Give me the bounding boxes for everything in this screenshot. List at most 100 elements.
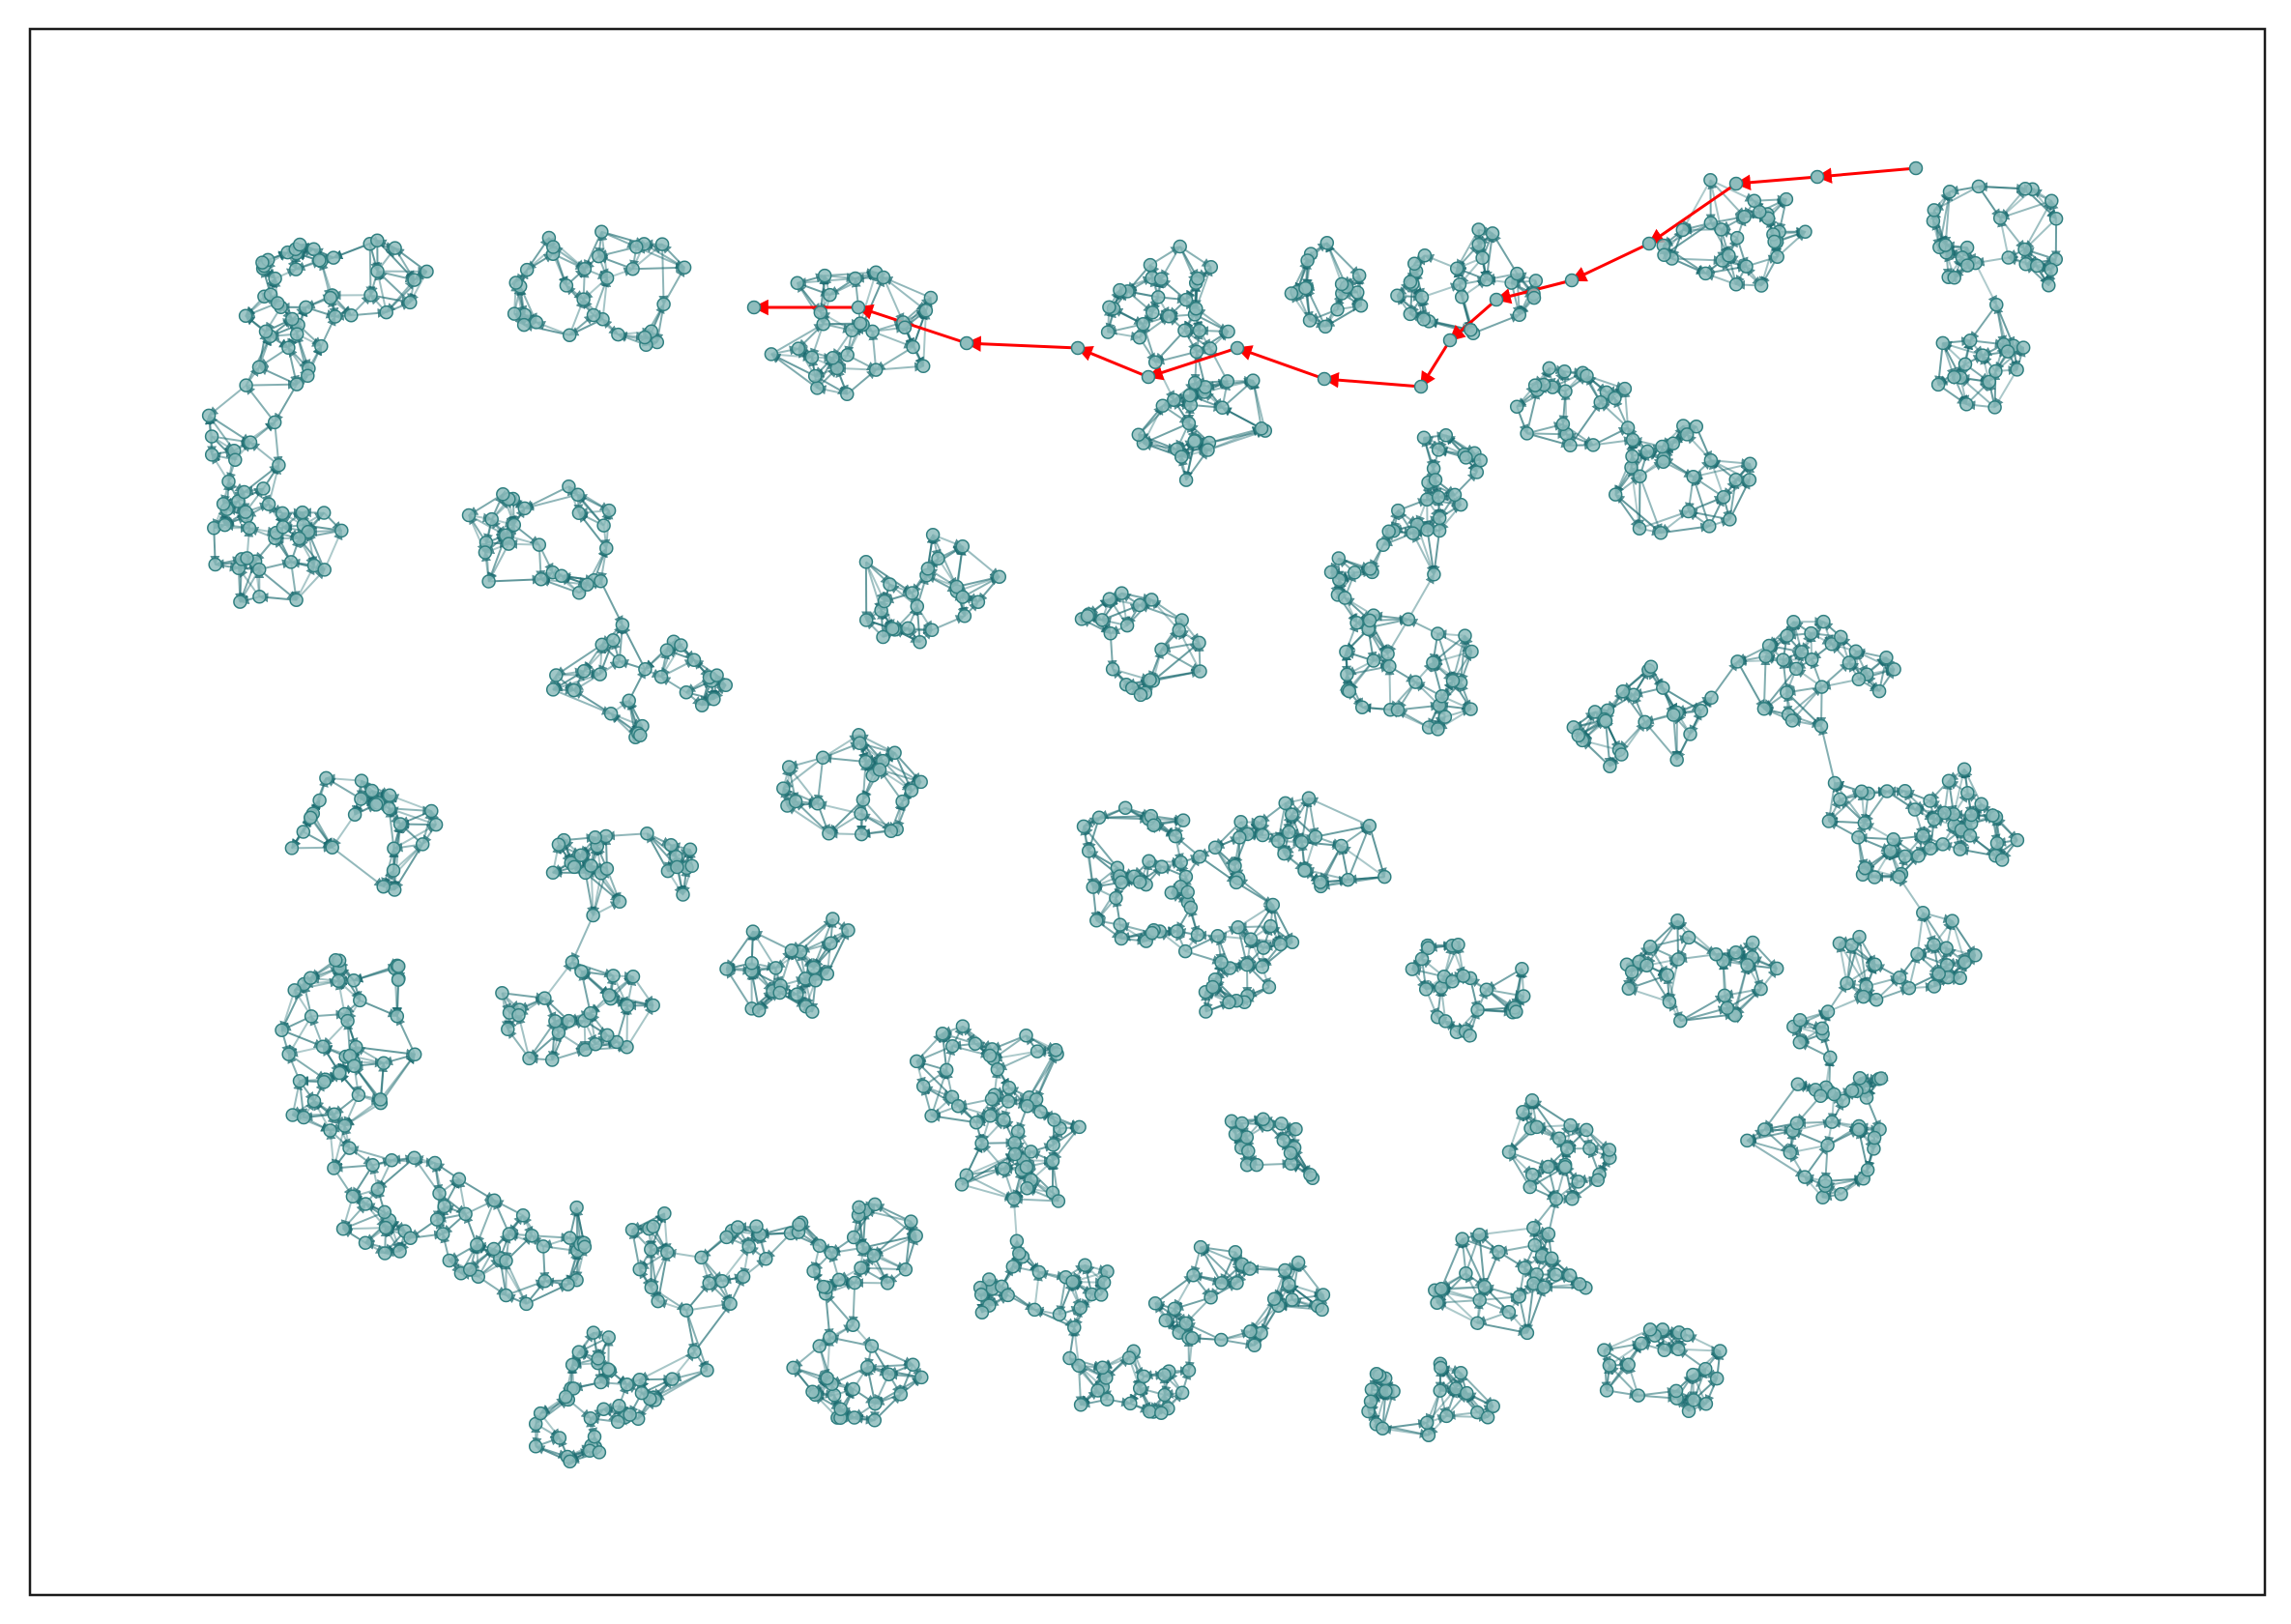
graph-edge	[1221, 406, 1262, 430]
graph-node	[1076, 819, 1091, 834]
graph-node	[1703, 452, 1719, 468]
graph-node	[1282, 825, 1296, 840]
graph-node	[1270, 833, 1286, 849]
graph-node	[1220, 374, 1235, 389]
graph-node	[391, 972, 406, 987]
graph-node	[897, 320, 913, 334]
graph-node	[1452, 277, 1467, 292]
graph-node	[1945, 914, 1959, 928]
graph-edge	[1709, 179, 1755, 202]
graph-node	[1852, 929, 1867, 944]
graph-node	[1382, 659, 1397, 674]
graph-edge	[770, 353, 818, 390]
graph-node	[1263, 918, 1278, 934]
graph-node	[1182, 388, 1198, 403]
graph-node	[858, 555, 874, 569]
graph-node	[1608, 487, 1623, 502]
graph-node	[1313, 875, 1328, 889]
graph-node	[1818, 1174, 1833, 1189]
graph-node	[1769, 961, 1784, 976]
graph-node	[707, 692, 721, 707]
graph-node	[984, 1091, 1000, 1107]
graph-node	[1254, 421, 1269, 436]
graph-node	[710, 668, 724, 682]
graph-edge	[1195, 266, 1213, 309]
graph-node	[906, 339, 920, 355]
graph-node	[885, 621, 900, 636]
graph-node	[1203, 341, 1218, 356]
graph-node	[1621, 981, 1637, 996]
graph-edge	[1978, 183, 2027, 193]
graph-node	[1625, 432, 1640, 448]
graph-node	[1702, 519, 1717, 534]
graph-node	[1728, 944, 1743, 960]
graph-node	[428, 817, 444, 832]
graph-node	[1947, 369, 1961, 385]
graph-node	[719, 962, 734, 976]
graph-node	[1515, 961, 1529, 976]
graph-node	[1669, 752, 1684, 768]
graph-node	[1408, 675, 1423, 689]
graph-node	[1815, 1190, 1830, 1205]
graph-node	[1931, 967, 1946, 981]
graph-edge	[622, 624, 647, 670]
graph-node	[1756, 702, 1772, 716]
graph-node	[1516, 989, 1531, 1003]
graph-edge	[1710, 660, 1739, 699]
graph-node	[368, 798, 384, 812]
graph-node	[461, 508, 477, 523]
graph-node	[612, 653, 627, 669]
graph-node	[1080, 609, 1095, 624]
graph-node	[1418, 982, 1434, 997]
graph-edge	[1736, 660, 1765, 710]
graph-node	[519, 262, 535, 277]
graph-node	[1679, 427, 1695, 442]
graph-node	[1615, 684, 1631, 699]
graph-node	[659, 643, 675, 657]
graph-node	[1720, 1000, 1735, 1016]
graph-node	[969, 1115, 984, 1130]
graph-node	[1851, 830, 1866, 845]
graph-node	[599, 540, 614, 556]
graph-node	[574, 964, 589, 979]
graph-node	[566, 859, 582, 875]
graph-edge	[1154, 330, 1186, 363]
graph-node	[596, 518, 611, 533]
graph-node	[826, 351, 840, 365]
graph-node	[251, 562, 267, 577]
graph-node	[376, 1056, 392, 1071]
graph-node	[858, 613, 874, 627]
graph-node	[1868, 957, 1883, 972]
graph-node	[1294, 834, 1309, 850]
graph-node	[1571, 1174, 1586, 1189]
graph-node	[813, 304, 828, 320]
graph-node	[1776, 652, 1790, 667]
graph-node	[546, 240, 561, 254]
graph-node	[1416, 430, 1432, 445]
graph-node	[1334, 838, 1348, 854]
graph-node	[508, 276, 523, 290]
graph-node	[534, 571, 548, 587]
graph-node	[915, 359, 931, 374]
graph-node	[1580, 368, 1594, 383]
graph-node	[1301, 791, 1317, 805]
graph-node	[684, 858, 700, 874]
graph-node	[2044, 262, 2059, 277]
graph-node	[1757, 1122, 1772, 1137]
graph-node	[1527, 378, 1543, 392]
graph-edge	[1681, 179, 1712, 231]
graph-node	[1653, 526, 1668, 540]
graph-node	[1438, 428, 1454, 443]
graph-node	[1146, 818, 1161, 832]
graph-node	[646, 998, 660, 1013]
graph-node	[957, 609, 972, 624]
graph-node	[599, 861, 615, 876]
graph-node	[1192, 849, 1207, 864]
graph-node	[1892, 870, 1906, 884]
graph-node	[853, 316, 868, 331]
graph-node	[1745, 935, 1760, 950]
graph-node	[1239, 957, 1255, 972]
graph-node	[935, 1026, 950, 1041]
graph-node	[1155, 398, 1171, 413]
